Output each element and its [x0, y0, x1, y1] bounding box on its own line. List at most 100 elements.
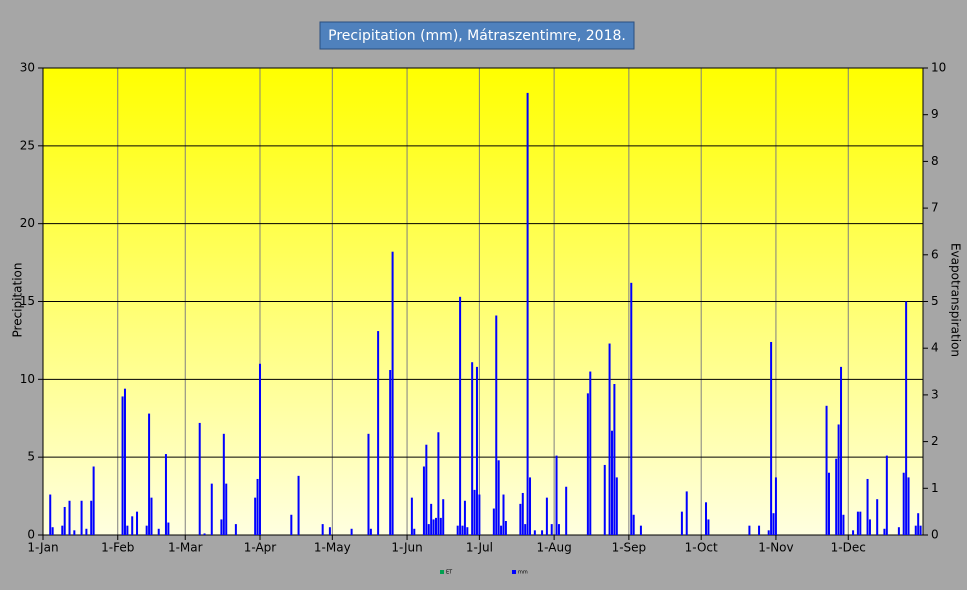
bar	[256, 478, 259, 535]
bar	[167, 522, 170, 535]
x-tick-label: 1-Oct	[685, 541, 718, 555]
bar	[827, 472, 830, 535]
y2-tick-label: 10	[931, 61, 946, 75]
bar	[121, 396, 124, 535]
bar	[410, 497, 413, 535]
x-tick-label: 1-Dec	[831, 541, 866, 555]
bar	[68, 500, 71, 535]
bar	[432, 519, 435, 535]
y-tick-label: 15	[20, 294, 35, 308]
bar	[897, 527, 900, 535]
bar	[842, 514, 845, 535]
bar	[837, 424, 840, 535]
bar	[164, 454, 167, 535]
y-tick-label: 25	[20, 138, 35, 152]
y-tick-label: 30	[20, 61, 35, 75]
y2-tick-label: 1	[931, 481, 939, 495]
plot-frame	[42, 67, 924, 536]
bar	[876, 499, 879, 535]
bar	[767, 530, 770, 535]
legend-swatch	[440, 570, 444, 574]
bar	[350, 528, 353, 535]
bar	[504, 520, 507, 535]
bar	[902, 472, 905, 535]
bar	[234, 524, 237, 535]
y-axis-label: Precipitation	[11, 262, 25, 337]
bar	[422, 466, 425, 535]
bar	[770, 341, 773, 535]
y-tick-label: 5	[27, 450, 35, 464]
bar	[521, 492, 524, 535]
bar	[529, 477, 532, 535]
bar	[434, 517, 437, 535]
bar	[497, 460, 500, 535]
bar	[369, 528, 372, 535]
bar	[220, 519, 223, 535]
bar	[835, 458, 838, 535]
bar	[49, 494, 52, 535]
bar	[367, 433, 370, 535]
bar	[885, 455, 888, 535]
bar	[425, 444, 428, 535]
bar	[589, 371, 592, 535]
bar	[555, 455, 558, 535]
x-tick-label: 1-May	[314, 541, 351, 555]
bar	[145, 525, 148, 535]
bar	[290, 514, 293, 535]
bar	[461, 525, 464, 535]
bar	[321, 524, 324, 535]
bar	[471, 362, 474, 535]
bar	[608, 343, 611, 535]
bar	[210, 483, 213, 535]
bar	[442, 499, 445, 535]
bar	[705, 502, 708, 535]
y2-tick-label: 3	[931, 387, 939, 401]
bar	[632, 514, 635, 535]
bar	[389, 369, 392, 535]
bar	[639, 525, 642, 535]
bar	[51, 527, 54, 535]
bar	[502, 494, 505, 535]
y2-tick-label: 0	[931, 528, 939, 542]
y2-tick-label: 8	[931, 154, 939, 168]
bar	[222, 433, 225, 535]
bar	[157, 528, 160, 535]
bar	[859, 511, 862, 535]
bar	[63, 506, 66, 535]
bar	[126, 525, 129, 535]
bar	[413, 528, 416, 535]
bar	[61, 525, 64, 535]
bar	[914, 525, 917, 535]
bar	[586, 393, 589, 535]
bar	[685, 491, 688, 535]
bar	[840, 366, 843, 535]
bar	[439, 517, 442, 535]
bar	[377, 331, 380, 535]
y2-axis-label: Evapotranspiration	[949, 243, 963, 357]
bar	[825, 405, 828, 535]
bar	[148, 413, 151, 535]
bar	[519, 503, 522, 535]
bar	[459, 296, 462, 535]
bar	[603, 464, 606, 535]
bar	[541, 530, 544, 535]
y2-tick-label: 5	[931, 294, 939, 308]
bar	[565, 486, 568, 535]
bar	[123, 388, 126, 535]
bar	[526, 92, 529, 535]
bar	[463, 500, 466, 535]
x-tick-label: 1-Mar	[168, 541, 203, 555]
bar	[258, 363, 261, 535]
legend-label: mm	[518, 570, 528, 576]
bar	[630, 282, 633, 535]
x-tick-label: 1-Nov	[758, 541, 793, 555]
bar	[430, 503, 433, 535]
bar	[475, 366, 478, 535]
x-tick-label: 1-Feb	[101, 541, 134, 555]
bar	[533, 530, 536, 535]
bar	[85, 528, 88, 535]
bar	[852, 530, 855, 535]
bar	[136, 511, 139, 535]
bar	[80, 500, 83, 535]
bar	[150, 497, 153, 535]
